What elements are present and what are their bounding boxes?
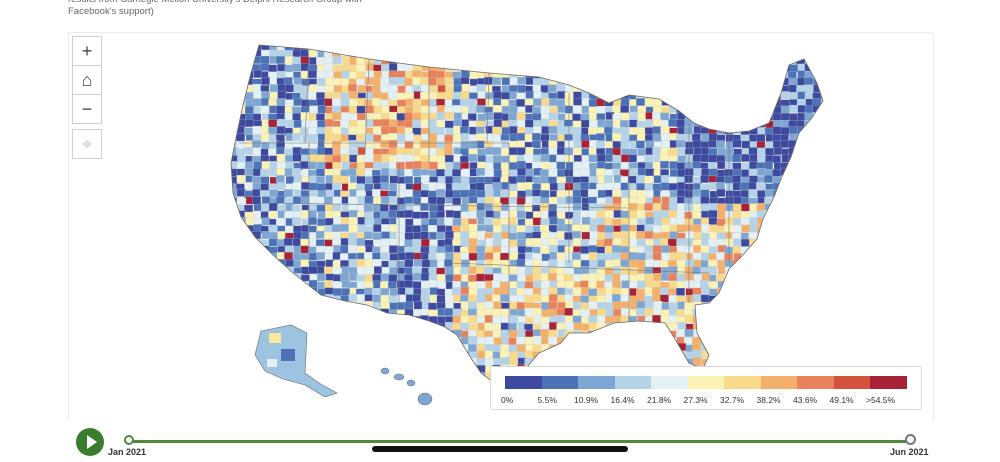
county-cells [231,45,823,385]
source-caption: results from Carnegie Mellon University'… [68,0,362,17]
play-button[interactable] [76,428,104,456]
legend-swatch [870,376,907,389]
legend-swatch [797,376,834,389]
legend-label: 16.4% [610,395,635,405]
alaska-region [254,324,338,398]
legend-label: 10.9% [574,395,599,405]
legend-label: 32.7% [720,395,745,405]
legend-swatch [687,376,724,389]
timeline-end-marker[interactable] [905,434,916,445]
legend-swatch [614,376,651,389]
home-indicator-bar [372,446,628,452]
timeline-handle[interactable] [124,435,134,445]
legend-label: 21.8% [647,395,672,405]
legend-label: >54.5% [866,395,896,405]
legend-swatch [578,376,615,389]
home-icon[interactable]: ⌂ [72,65,102,95]
legend-label: 49.1% [829,395,854,405]
legend-swatch [760,376,797,389]
play-icon [86,435,97,449]
map-panel[interactable] [68,32,934,422]
timeline-start-label: Jan 2021 [108,447,147,457]
zoom-out-button[interactable]: − [72,94,102,124]
legend-swatch [724,376,761,389]
legend-labels: 0% 5.5% 10.9% 16.4% 21.8% 27.3% 32.7% 38.2% 43.6… [499,395,919,407]
legend-swatch [505,376,542,389]
legend-swatch [833,376,870,389]
legend-swatch [541,376,578,389]
timeline-track[interactable] [128,440,910,443]
color-legend: 0% 5.5% 10.9% 16.4% 21.8% 27.3% 32.7% 38.2% 43.6… [490,366,922,410]
timeline-end-label: Jun 2021 [890,447,929,457]
legend-label: 38.2% [756,395,781,405]
legend-label: 27.3% [683,395,708,405]
zoom-in-button[interactable]: + [72,36,102,66]
us-outline [230,44,824,386]
map-controls: + ⌂ − ⌖ [72,36,102,159]
legend-label: 5.5% [537,395,557,405]
legend-color-bar [505,376,907,389]
legend-label: 0% [501,395,514,405]
locate-icon[interactable]: ⌖ [72,129,102,159]
legend-swatch [651,376,688,389]
time-slider: Jan 2021 Jun 2021 [68,420,932,462]
hawaii-region [380,367,433,406]
legend-label: 43.6% [793,395,818,405]
us-county-choropleth-map[interactable] [69,33,933,421]
